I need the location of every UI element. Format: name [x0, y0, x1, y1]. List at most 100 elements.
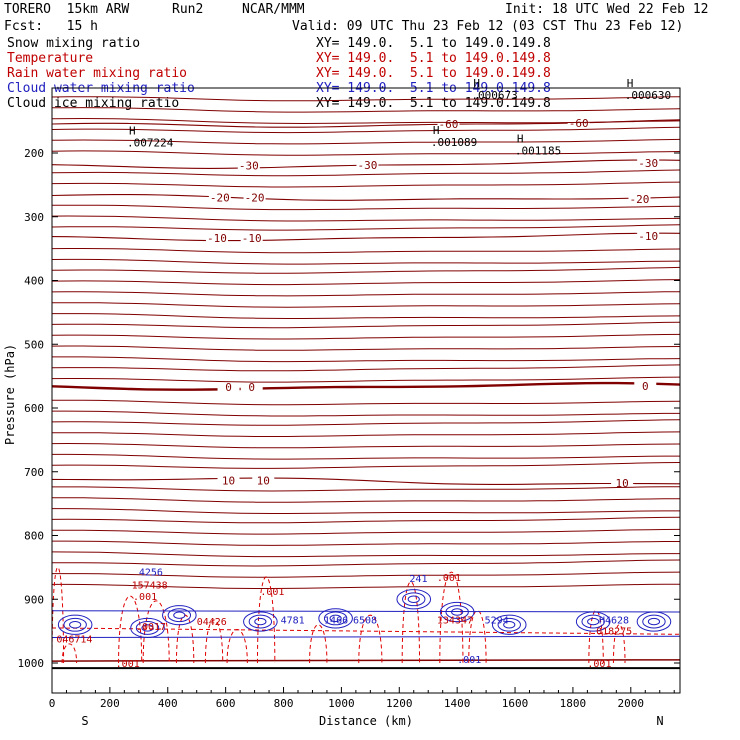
isotherm-line [52, 313, 681, 319]
x-tick-label: 1000 [328, 697, 355, 710]
rain-contour [51, 567, 65, 664]
cloud-water-contour [173, 611, 186, 619]
cloud-water-contour [402, 592, 426, 607]
isotherm-line [52, 540, 680, 546]
high-value-label: .007224 [127, 137, 174, 150]
isotherm-line [51, 224, 681, 231]
isotherm-label: -10 [638, 230, 658, 243]
low-level-label: .001 [587, 659, 611, 670]
low-level-label: 018275 [596, 626, 632, 637]
isotherm-line [51, 528, 681, 535]
isotherm-label: -30 [358, 159, 378, 172]
low-level-label: 4781 [281, 615, 305, 626]
isotherm-line [52, 571, 681, 578]
isotherm-label-bg [637, 156, 660, 169]
cloud-water-contour [439, 601, 475, 623]
isotherm-label-bg [240, 232, 263, 245]
y-tick-label: 200 [24, 147, 44, 160]
isotherm-line [51, 150, 681, 156]
isotherm-line [51, 364, 681, 372]
header-fcst: Fcst: 15 h [4, 19, 98, 34]
low-level-label: 1466 [324, 615, 348, 626]
rain-contour [226, 629, 248, 664]
cloud-water-contour [407, 595, 420, 603]
rain-contour-layer [51, 567, 681, 664]
isotherm-line [51, 248, 681, 254]
rain-contour [468, 610, 487, 664]
isotherm-label-bg [437, 117, 460, 130]
legend-rain-label: Rain water mixing ratio [7, 66, 188, 81]
isotherm-label: 10 [615, 477, 628, 490]
isotherm-line [51, 559, 681, 567]
low-level-label: 5294 [485, 615, 509, 626]
isotherm-layer: -60 -60 -30 -30 -30 -20 -20 -20 -10 -10 -10 0 0 0 10 10… [51, 117, 681, 490]
low-level-label: .0017 [136, 622, 166, 633]
low-level-label: .001 [116, 659, 140, 670]
isotherm-line-labeled [51, 477, 681, 485]
isotherm-line [51, 399, 681, 406]
isotherm-label-bg [208, 191, 231, 204]
legend-cloudice-xy: XY= 149.0. 5.1 to 149.0.149.8 [316, 96, 551, 111]
rain-contour [401, 581, 421, 664]
high-value-label: .001185 [515, 144, 561, 157]
cloud-water-contour [451, 608, 464, 616]
cloud-water-contour [135, 621, 160, 635]
isotherm-label-bg [205, 232, 228, 245]
isotherm-line [51, 302, 681, 308]
cloud-water-contour [162, 605, 197, 626]
isotherm-line [51, 419, 681, 426]
isotherm-label-bg [217, 381, 240, 394]
y-tick-label: 900 [24, 593, 44, 606]
isotherm-label: 10 [257, 475, 270, 488]
low-level-label: .001 [457, 655, 481, 666]
x-tick-label: 1200 [386, 697, 413, 710]
rain-contour [256, 576, 276, 664]
isotherm-line [51, 376, 681, 383]
isotherm-label-bg [611, 476, 634, 489]
y-tick-label: 700 [24, 466, 44, 479]
y-axis-label: Pressure (hPa) [3, 344, 17, 445]
isotherm-label-bg [637, 230, 660, 243]
isotherm-label-bg [634, 379, 657, 392]
cloud-water-contour [167, 608, 192, 623]
x-tick-label: 1800 [560, 697, 587, 710]
isotherm-label-bg [252, 474, 275, 487]
isotherm-line [52, 583, 681, 589]
x-tick-label: 200 [100, 697, 120, 710]
y-tick-label: 300 [24, 211, 44, 224]
cloud-water-contour [587, 617, 600, 626]
lowest-isotherm-line [51, 659, 681, 662]
isotherm-line [52, 453, 680, 460]
isotherm-line [51, 497, 680, 503]
x-axis-label: Distance (km) [319, 714, 413, 728]
cloud-water-contour [318, 608, 353, 629]
isotherm-line [51, 431, 681, 437]
isotherm-line-labeled [51, 194, 681, 201]
y-tick-label: 400 [24, 275, 44, 288]
legend-rain-xy: XY= 149.0. 5.1 to 149.0.149.8 [316, 66, 551, 81]
isotherm-label: 0 [225, 381, 232, 394]
rain-contour [612, 624, 626, 664]
rain-contour [358, 614, 383, 664]
header-init: Init: 18 UTC Wed 22 Feb 12 [505, 2, 709, 17]
high-marker: H [473, 77, 480, 90]
x-axis-left-end: S [81, 714, 88, 728]
isotherm-line [51, 126, 681, 134]
isotherm-line [51, 215, 681, 222]
y-tick-label: 1000 [18, 657, 45, 670]
cloud-water-contour-layer [51, 589, 681, 639]
header-org: NCAR/MMM [242, 2, 305, 17]
rain-contour [61, 643, 78, 664]
cloud-water-contour [69, 621, 82, 629]
isotherm-line [51, 291, 681, 297]
high-value-label: .000630 [625, 89, 671, 102]
x-tick-label: 400 [158, 697, 178, 710]
cloud-water-contour [243, 611, 278, 632]
cloud-water-contour [575, 611, 611, 632]
isotherm-line [51, 345, 681, 351]
isotherm-line [52, 486, 681, 492]
cloud-water-contour [396, 589, 432, 610]
header-valid: Valid: 09 UTC Thu 23 Feb 12 (03 CST Thu … [292, 19, 684, 34]
